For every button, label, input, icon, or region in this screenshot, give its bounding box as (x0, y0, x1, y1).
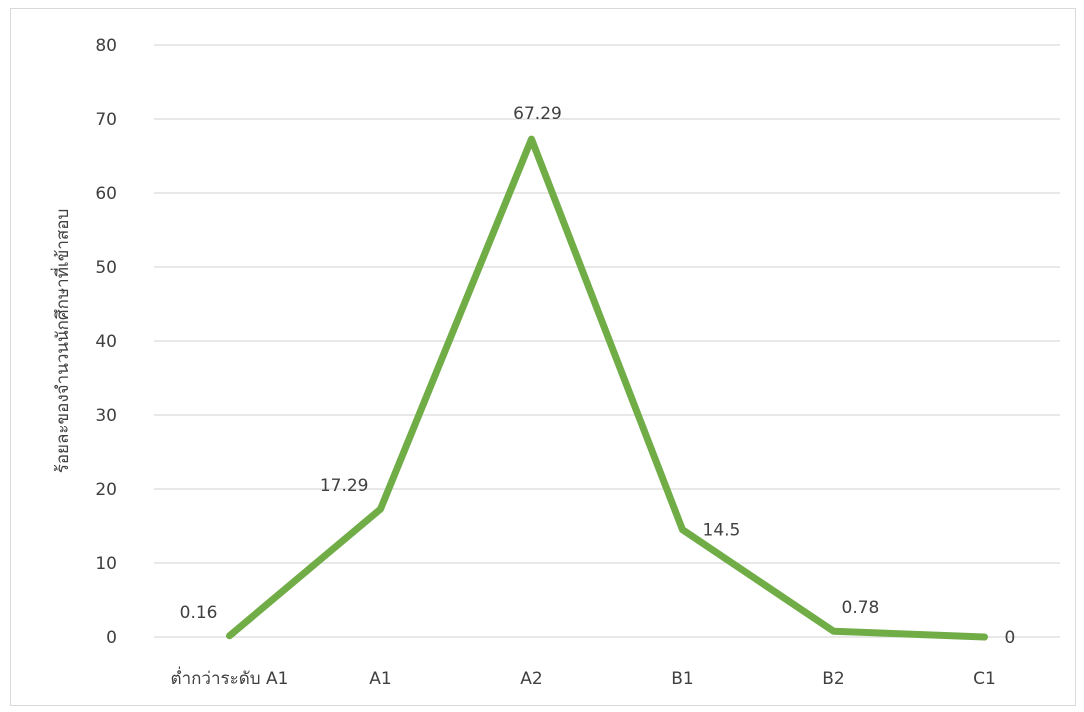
y-axis-ticks: 0 10 20 30 40 50 60 70 80 (95, 36, 117, 648)
data-label: 0 (1005, 628, 1016, 648)
y-tick-label: 0 (106, 628, 117, 648)
y-tick-label: 60 (95, 184, 117, 204)
y-axis-label: ร้อยละของจำนวนนักศึกษาที่เข้าสอบ (50, 209, 73, 474)
x-tick-label: ต่ำกว่าระดับ A1 (171, 666, 289, 689)
x-axis-ticks: ต่ำกว่าระดับ A1 A1 A2 B1 B2 C1 (171, 666, 996, 689)
x-tick-label: C1 (973, 669, 996, 689)
data-labels: 0.16 17.29 67.29 14.5 0.78 0 (180, 104, 1016, 648)
y-tick-label: 20 (95, 480, 117, 500)
y-tick-label: 40 (95, 332, 117, 352)
y-tick-label: 70 (95, 110, 117, 130)
series-layer (226, 135, 988, 641)
series-line (226, 135, 988, 641)
x-tick-label: A1 (369, 669, 391, 689)
y-tick-label: 30 (95, 406, 117, 426)
data-label: 0.78 (842, 598, 880, 618)
chart-frame (10, 8, 1076, 706)
y-tick-label: 10 (95, 554, 117, 574)
data-label: 17.29 (320, 476, 369, 496)
x-tick-label: A2 (520, 669, 542, 689)
y-tick-label: 80 (95, 36, 117, 56)
data-label: 67.29 (513, 104, 562, 124)
data-label: 0.16 (180, 603, 218, 623)
x-tick-label: B2 (822, 669, 844, 689)
x-tick-label: B1 (671, 669, 693, 689)
data-label: 14.5 (703, 521, 741, 541)
y-tick-label: 50 (95, 258, 117, 278)
